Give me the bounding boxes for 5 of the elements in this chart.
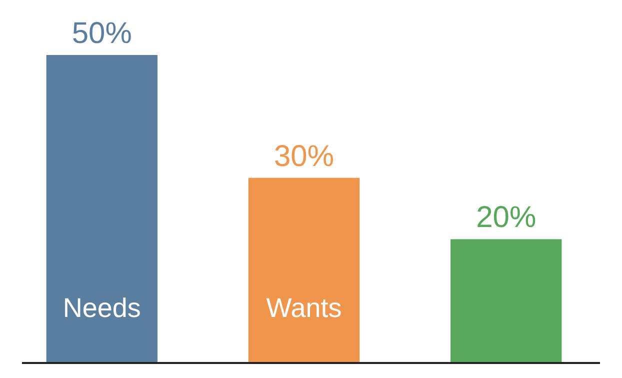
data-label: 50% [72,17,132,50]
x-tick-label: Needs [62,293,141,323]
data-label: 20% [476,201,536,234]
data-label: 30% [274,140,334,173]
x-tick-label: Wants [266,293,342,323]
